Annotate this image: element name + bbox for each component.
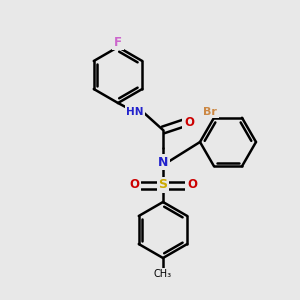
Text: CH₃: CH₃ [154,269,172,279]
Text: Br: Br [203,107,217,117]
Text: F: F [114,35,122,49]
Text: O: O [184,116,194,130]
Text: O: O [129,178,139,191]
Text: S: S [158,178,167,191]
Text: HN: HN [126,107,144,117]
Text: N: N [158,155,168,169]
Text: O: O [187,178,197,191]
